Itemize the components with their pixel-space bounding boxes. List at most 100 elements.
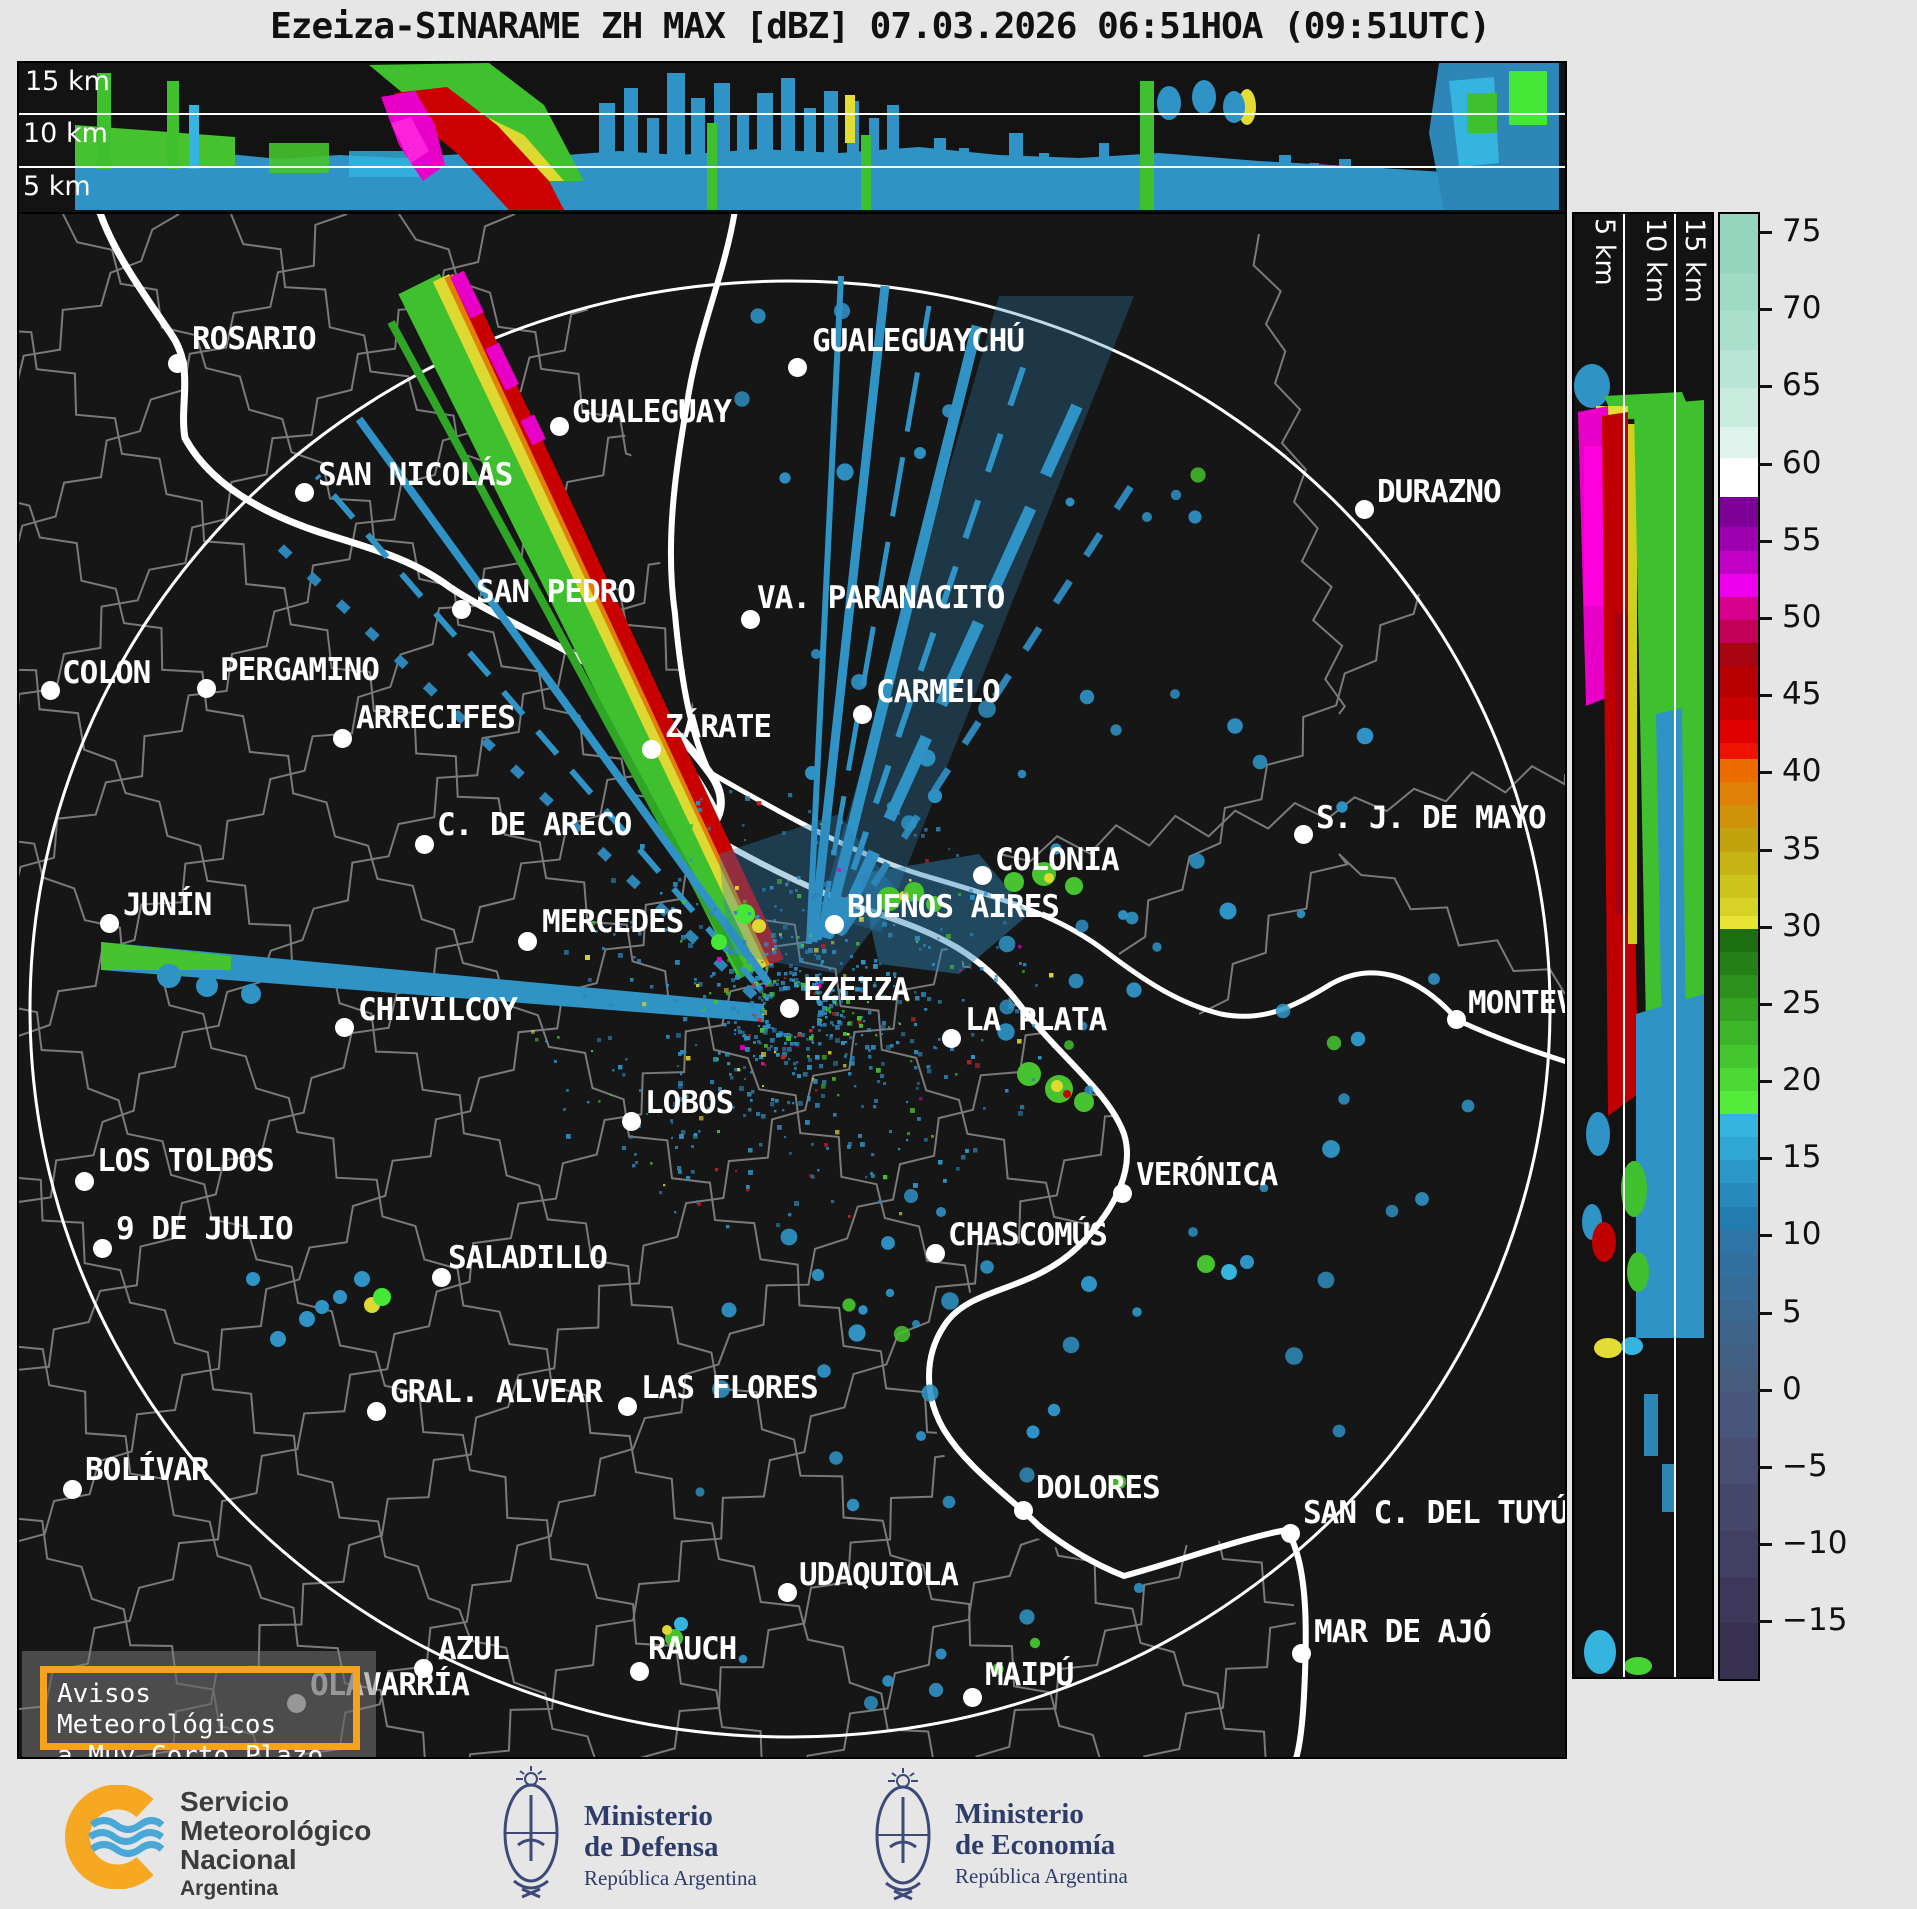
colorbar-tick-label: 15 (1782, 1139, 1822, 1176)
top-cross-section-panel: 15 km 10 km 5 km (17, 61, 1567, 214)
city-label-durazno: DURAZNO (1377, 474, 1502, 510)
top-panel-15km-label: 15 km (25, 66, 110, 97)
colorbar-tick-mark (1758, 385, 1772, 389)
colorbar-tick-mark (1758, 1080, 1772, 1084)
colorbar-band (1720, 743, 1758, 760)
colorbar-tick-label: 65 (1782, 367, 1822, 404)
city-label-jun-n: JUNÍN (123, 887, 212, 923)
city-dot-pergamino (197, 679, 216, 698)
colorbar-band (1720, 697, 1758, 721)
top-cross-section-echoes (19, 63, 1565, 210)
coat-of-arms-icon (503, 1766, 559, 1899)
colorbar-tick-mark (1758, 462, 1772, 466)
colorbar-tick-label: 0 (1782, 1370, 1802, 1407)
colorbar-tick-mark (1758, 771, 1772, 775)
colorbar-tick-label: −10 (1782, 1525, 1848, 1562)
colorbar-tick-label: 5 (1782, 1293, 1802, 1330)
city-label-gral-alvear: GRAL. ALVEAR (390, 1374, 603, 1410)
colorbar-band (1720, 897, 1758, 917)
colorbar-tick-label: 50 (1782, 599, 1822, 635)
colorbar-band (1720, 1322, 1758, 1347)
colorbar-tick-label: 70 (1782, 290, 1822, 327)
colorbar-band (1720, 1276, 1758, 1300)
city-dot-va-paranacito (741, 610, 760, 629)
defensa-line1: Ministerio (584, 1800, 713, 1832)
city-dot-ver-nica (1113, 1184, 1132, 1203)
colorbar-tick-label: 30 (1782, 907, 1822, 944)
colorbar-tick-mark (1758, 231, 1772, 235)
city-label-maip-: MAIPÚ (985, 1657, 1074, 1693)
city-dot-z-rate (642, 740, 661, 759)
city-dot-bol-var (63, 1480, 82, 1499)
economia-line1: Ministerio (955, 1798, 1084, 1830)
smn-logo-icon (64, 1785, 165, 1889)
city-label-bol-var: BOLÍVAR (85, 1452, 210, 1488)
city-label-san-c-del-tuy-: SAN C. DEL TUYÚ (1303, 1495, 1567, 1531)
colorbar-tick-mark (1758, 1466, 1772, 1470)
colorbar-band (1720, 1484, 1758, 1532)
city-label-la-plata: LA PLATA (965, 1002, 1107, 1038)
warning-badge[interactable]: Avisos Meteorológicos a Muy Corto Plazo (40, 1666, 360, 1757)
colorbar-tick-mark (1758, 308, 1772, 312)
colorbar-band (1720, 828, 1758, 853)
colorbar-band (1720, 1299, 1758, 1323)
colorbar-tick-label: 20 (1782, 1062, 1822, 1099)
city-dot-c-de-areco (415, 835, 434, 854)
smn-line4: Argentina (180, 1877, 279, 1900)
defensa-line3: República Argentina (584, 1866, 757, 1890)
right-cross-section-echoes (1574, 214, 1704, 1677)
colorbar-band (1720, 1229, 1758, 1254)
city-label-ezeiza: EZEIZA (803, 972, 910, 1008)
city-dot-mercedes (518, 932, 537, 951)
city-label-s-j-de-mayo: S. J. DE MAYO (1316, 800, 1547, 836)
colorbar-tick-mark (1758, 1234, 1772, 1238)
city-dot-colon (41, 681, 60, 700)
colorbar-band (1720, 1438, 1758, 1485)
defensa-text: Ministerio de Defensa República Argentin… (584, 1801, 757, 1894)
colorbar-band (1720, 527, 1758, 552)
coat-of-arms-icon (875, 1768, 931, 1901)
colorbar-tick-label: 45 (1782, 676, 1822, 713)
city-label-dolores: DOLORES (1036, 1470, 1161, 1506)
city-dot-azul (414, 1659, 433, 1678)
colorbar-tick-mark (1758, 539, 1772, 543)
colorbar-band (1720, 720, 1758, 744)
city-dot-gualeguay (550, 417, 569, 436)
right-panel-15km-label: 15 km (1679, 218, 1710, 303)
colorbar-tick-mark (1758, 694, 1772, 698)
city-label-saladillo: SALADILLO (448, 1240, 608, 1276)
city-label-udaquiola: UDAQUIOLA (799, 1557, 959, 1593)
city-label-san-nicol-s: SAN NICOLÁS (318, 457, 513, 493)
city-label-rosario: ROSARIO (192, 321, 317, 357)
dbz-colorbar (1718, 212, 1760, 1681)
colorbar-band (1720, 349, 1758, 389)
colorbar-band (1720, 1090, 1758, 1115)
colorbar-band (1720, 1160, 1758, 1184)
colorbar-band (1720, 1391, 1758, 1439)
city-dot-arrecifes (333, 729, 352, 748)
colorbar-band (1720, 311, 1758, 351)
colorbar-tick-label: 25 (1782, 984, 1822, 1021)
city-dot-durazno (1355, 500, 1374, 519)
smn-logo-text: Servicio Meteorológico Nacional Argentin… (180, 1787, 371, 1903)
colorbar-band (1720, 643, 1758, 667)
city-dot-chascom-s (926, 1244, 945, 1263)
colorbar-band (1720, 1530, 1758, 1578)
city-label-c-de-areco: C. DE ARECO (437, 807, 632, 843)
colorbar-tick-mark (1758, 1157, 1772, 1161)
colorbar-band (1720, 1252, 1758, 1277)
radar-map[interactable]: ROSARIO GUALEGUAYCHÚ GUALEGUAY DURAZNO SAN N… (17, 212, 1567, 1759)
city-label-montevideo: MONTEVIDEO (1468, 985, 1565, 1021)
colorbar-band (1720, 1345, 1758, 1370)
colorbar-band (1720, 782, 1758, 806)
colorbar-tick-label: −5 (1782, 1448, 1828, 1485)
colorbar-band (1720, 851, 1758, 876)
range-ring (28, 279, 1552, 1739)
economia-line2: de Economía (955, 1829, 1116, 1861)
warning-panel: Avisos Meteorológicos a Muy Corto Plazo (22, 1651, 376, 1757)
city-label-9-de-julio: 9 DE JULIO (116, 1211, 294, 1247)
economia-line3: República Argentina (955, 1864, 1128, 1888)
city-label-va-paranacito: VA. PARANACITO (757, 580, 1005, 616)
colorbar-band (1720, 975, 1758, 999)
